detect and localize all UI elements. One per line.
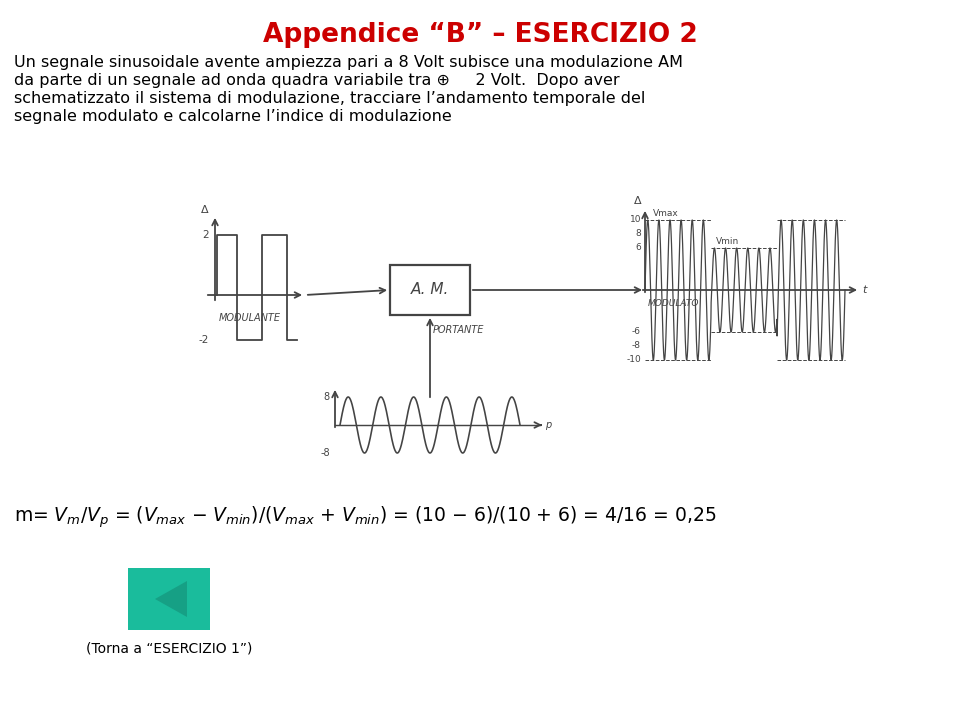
- Bar: [128, 568, 210, 630]
- Text: -10: -10: [626, 355, 641, 364]
- Text: 10: 10: [630, 216, 641, 225]
- Text: MODULANTE: MODULANTE: [219, 313, 281, 323]
- Polygon shape: [155, 581, 187, 617]
- Text: Appendice “B” – ESERCIZIO 2: Appendice “B” – ESERCIZIO 2: [263, 22, 697, 48]
- Text: PORTANTE: PORTANTE: [433, 325, 485, 335]
- Text: Vmin: Vmin: [716, 237, 739, 246]
- Text: t: t: [862, 285, 866, 295]
- Text: Δ: Δ: [202, 205, 209, 215]
- Text: m= $V_m$/$V_p$ = ($V_{max}$ $-$ $V_{min}$)/($V_{max}$ + $V_{min}$) = (10 $-$ 6)/: m= $V_m$/$V_p$ = ($V_{max}$ $-$ $V_{min}…: [14, 505, 716, 531]
- Text: Vmax: Vmax: [653, 209, 679, 218]
- Text: da parte di un segnale ad onda quadra variabile tra ⊕     2 Volt.  Dopo aver: da parte di un segnale ad onda quadra va…: [14, 73, 619, 88]
- Text: Un segnale sinusoidale avente ampiezza pari a 8 Volt subisce una modulazione AM: Un segnale sinusoidale avente ampiezza p…: [14, 55, 683, 70]
- Text: -6: -6: [632, 328, 641, 336]
- Bar: [390, 265, 470, 315]
- Text: 8: 8: [324, 392, 330, 402]
- Text: MODULATO: MODULATO: [648, 299, 700, 308]
- Text: segnale modulato e calcolarne l’indice di modulazione: segnale modulato e calcolarne l’indice d…: [14, 109, 452, 124]
- Text: 8: 8: [636, 230, 641, 239]
- Text: 6: 6: [636, 244, 641, 253]
- Text: 2: 2: [203, 230, 209, 240]
- Text: -8: -8: [632, 341, 641, 350]
- Text: (Torna a “ESERCIZIO 1”): (Torna a “ESERCIZIO 1”): [85, 641, 252, 655]
- Text: -8: -8: [321, 448, 330, 458]
- Text: -2: -2: [199, 335, 209, 345]
- Text: schematizzato il sistema di modulazione, tracciare l’andamento temporale del: schematizzato il sistema di modulazione,…: [14, 91, 645, 106]
- Text: A. M.: A. M.: [411, 282, 449, 298]
- Text: p: p: [545, 420, 551, 430]
- Text: Δ: Δ: [635, 196, 642, 206]
